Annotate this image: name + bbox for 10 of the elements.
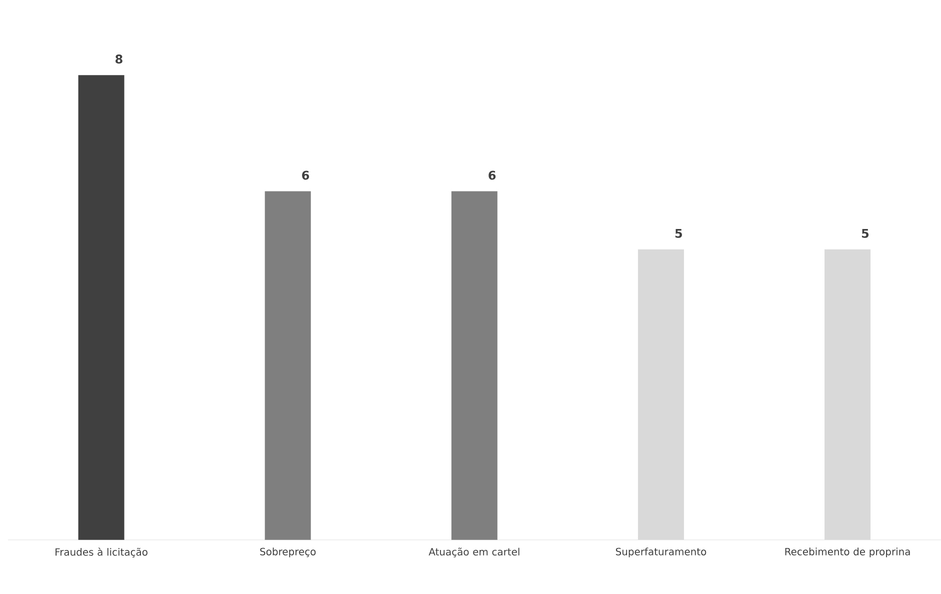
x-tick-label: Fraudes à licitação [56, 548, 148, 558]
data-label: 6 [488, 170, 496, 180]
x-tick-label: Superfaturamento [616, 548, 706, 558]
data-label: 8 [116, 54, 122, 64]
data-label: 5 [675, 229, 682, 238]
x-tick-label: Sobrepreço [260, 548, 316, 558]
x-tick-label: Atuação em cartel [428, 548, 520, 558]
x-tick-label: Recebimento de proprina [785, 548, 910, 558]
data-label: 6 [302, 170, 310, 180]
data-label: 5 [862, 229, 869, 238]
